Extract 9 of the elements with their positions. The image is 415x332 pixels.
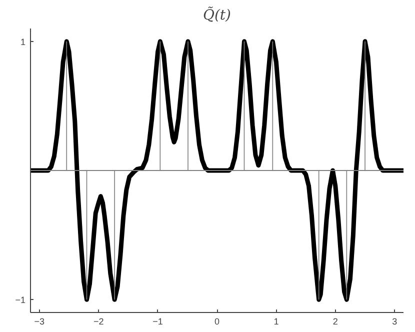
x-tick-label: 3 [392, 316, 398, 326]
x-tick-label: 2 [332, 316, 338, 326]
x-tick-label: 1 [274, 316, 279, 326]
x-tick-label: −3 [34, 316, 45, 326]
x-tick-label: 0 [214, 316, 220, 326]
chart-title: Q̃(t) [202, 6, 232, 24]
line-series [30, 39, 404, 302]
x-tick-label: −2 [93, 316, 104, 326]
x-tick-label: −1 [152, 316, 163, 326]
